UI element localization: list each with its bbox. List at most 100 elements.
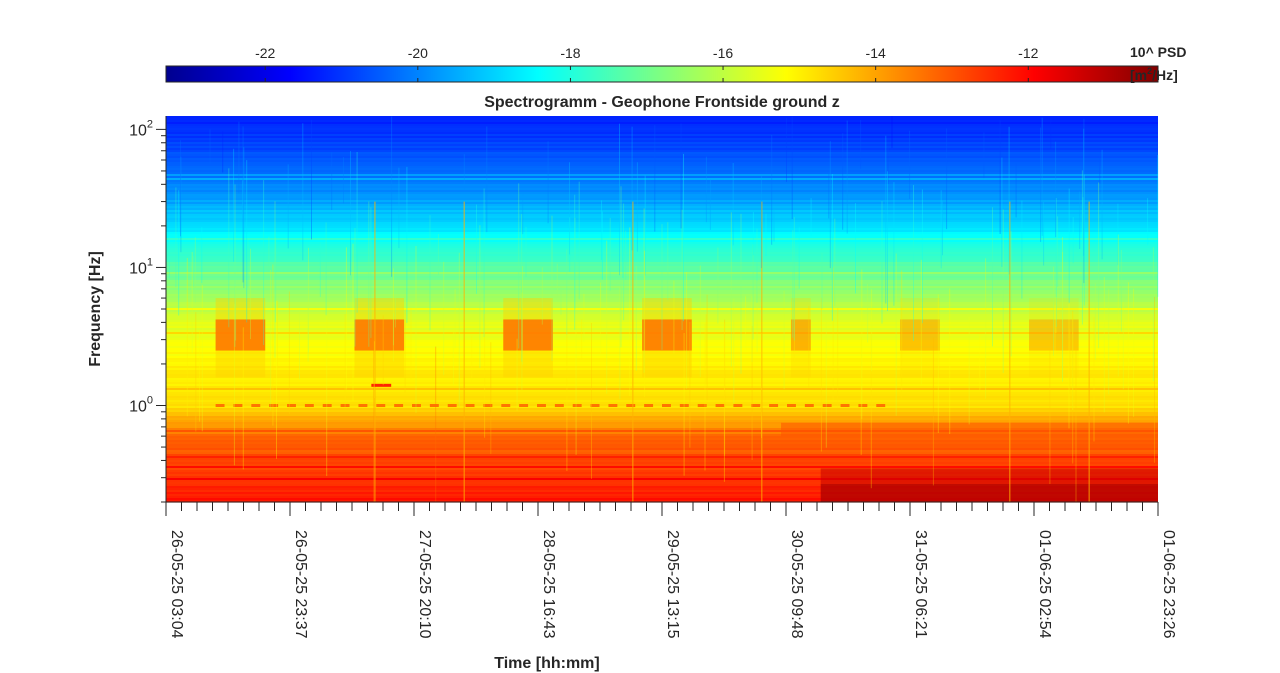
frequency-band <box>166 138 1158 141</box>
noise-streak <box>885 135 887 304</box>
noise-streak <box>1083 128 1085 256</box>
noise-streak <box>1127 282 1129 424</box>
frequency-band <box>166 484 1158 487</box>
x-tick-label: 01-06-25 23:26 <box>1160 530 1177 639</box>
frequency-band <box>166 372 1158 375</box>
frequency-band <box>166 308 1158 311</box>
noise-streak <box>1133 288 1135 417</box>
frequency-band <box>166 116 1158 119</box>
frequency-band <box>166 124 1158 127</box>
transient-event <box>374 201 376 502</box>
noise-streak <box>443 261 445 376</box>
frequency-band <box>166 374 1158 377</box>
frequency-band <box>166 498 1158 501</box>
noise-streak <box>901 270 903 399</box>
noise-streak <box>829 141 831 269</box>
noise-streak <box>352 243 354 401</box>
frequency-band <box>166 418 1158 421</box>
colorbar-tick-label: -14 <box>866 45 886 61</box>
noise-streak <box>620 186 622 348</box>
daytime-activity-halo <box>900 298 940 378</box>
noise-streak <box>354 228 356 347</box>
x-tick-label: 30-05-25 09:48 <box>788 530 805 639</box>
frequency-band <box>166 238 1158 241</box>
noise-streak <box>1055 141 1057 238</box>
frequency-band <box>166 488 1158 491</box>
noise-streak <box>404 309 406 393</box>
noise-streak <box>968 317 970 425</box>
daytime-activity-halo <box>790 298 811 378</box>
noise-streak <box>706 294 708 401</box>
frequency-band <box>166 318 1158 321</box>
noise-streak <box>168 236 170 279</box>
noise-streak <box>277 300 278 370</box>
frequency-band <box>166 440 1158 443</box>
x-axis: 26-05-25 03:04 26-05-25 23:37 27-05-25 20:… <box>165 501 1177 639</box>
frequency-band <box>166 140 1158 143</box>
noise-streak <box>983 132 985 179</box>
noise-streak <box>999 120 1001 234</box>
frequency-band <box>166 226 1158 229</box>
noise-streak <box>263 180 265 346</box>
frequency-band <box>166 410 1158 413</box>
noise-streak <box>479 225 481 368</box>
noise-streak <box>574 217 576 309</box>
noise-streak <box>541 267 543 325</box>
noise-streak <box>622 232 624 278</box>
frequency-band <box>166 286 1158 289</box>
frequency-band <box>166 148 1158 151</box>
frequency-band <box>166 168 1158 171</box>
frequency-band <box>166 278 1158 281</box>
noise-streak <box>860 337 862 455</box>
frequency-band <box>166 406 1158 409</box>
frequency-band <box>166 472 1158 475</box>
noise-streak <box>1043 202 1045 266</box>
noise-streak <box>689 322 691 448</box>
noise-streak <box>699 265 701 377</box>
noise-streak <box>1062 252 1064 381</box>
colorbar-tick-label: -16 <box>713 45 733 61</box>
noise-streak <box>410 307 412 380</box>
tonal-line-1hz <box>429 404 439 407</box>
frequency-band <box>166 412 1158 415</box>
noise-streak <box>793 310 795 362</box>
noise-streak <box>246 160 248 323</box>
frequency-band <box>166 352 1158 355</box>
noise-streak <box>1103 276 1105 413</box>
frequency-band <box>166 274 1158 277</box>
noise-streak <box>831 174 833 321</box>
tonal-line-1hz <box>358 404 368 407</box>
tonal-line-1hz <box>697 404 707 407</box>
colorbar-unit-prefix: [m <box>1130 67 1147 83</box>
noise-streak <box>887 147 889 185</box>
noise-streak <box>870 333 872 489</box>
frequency-band <box>166 458 1158 461</box>
noise-streak <box>834 218 836 306</box>
noise-streak <box>1062 237 1063 382</box>
noise-streak <box>569 162 570 255</box>
noise-streak <box>1041 117 1043 236</box>
noise-streak <box>178 190 180 316</box>
frequency-band <box>166 160 1158 163</box>
noise-streak <box>583 293 585 342</box>
daytime-activity-halo <box>1029 298 1079 378</box>
low-frequency-energy <box>820 484 1158 502</box>
frequency-band <box>166 254 1158 257</box>
y-tick-label: 102 <box>129 118 153 139</box>
frequency-band <box>166 242 1158 245</box>
noise-streak <box>275 237 277 323</box>
frequency-band <box>166 376 1158 379</box>
noise-streak <box>861 269 863 419</box>
noise-streak <box>438 234 439 275</box>
daytime-activity-band <box>354 319 405 351</box>
noise-streak <box>392 268 394 362</box>
colorbar-label-line1: 10^ PSD <box>1130 44 1186 60</box>
noise-streak <box>609 217 611 291</box>
noise-streak <box>871 289 873 372</box>
noise-streak <box>619 287 621 399</box>
frequency-band <box>166 400 1158 403</box>
noise-streak <box>454 289 456 349</box>
noise-streak <box>1008 126 1010 275</box>
frequency-band <box>166 162 1158 165</box>
